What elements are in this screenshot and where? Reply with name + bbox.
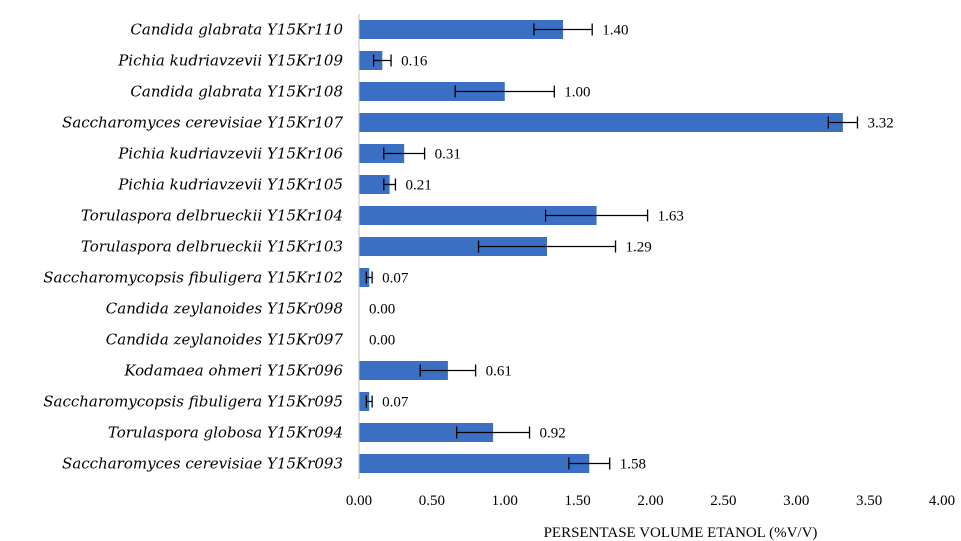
error-bar: [456, 426, 531, 439]
bar: [359, 51, 383, 70]
x-tick-label: 4.00: [929, 493, 955, 509]
data-label: 3.32: [867, 116, 893, 132]
category-labels: Candida glabrata Y15Kr110 Pichia kudriavz…: [43, 21, 343, 473]
x-axis-title: PERSENTASE VOLUME ETANOL (%V/V): [544, 525, 818, 541]
data-label: 0.00: [369, 333, 395, 349]
category-label: Candida glabrata Y15Kr110: [130, 21, 343, 39]
data-label: 1.63: [658, 209, 684, 225]
error-bar: [419, 364, 477, 377]
bar: [359, 144, 405, 163]
x-tick-label: 3.50: [856, 493, 882, 509]
data-label: 1.40: [602, 23, 628, 39]
x-tick-label: 0.50: [419, 493, 445, 509]
x-tick-label: 0.00: [346, 493, 372, 509]
x-tick-label: 1.50: [565, 493, 591, 509]
data-label: 1.29: [626, 240, 652, 256]
x-tick-label: 3.00: [783, 493, 809, 509]
category-label: Saccharomycopsis fibuligera Y15Kr102: [43, 269, 343, 287]
x-tick-labels: 0.00 0.50 1.00 1.50 2.00 2.50 3.00 3.50 4.00: [346, 493, 955, 509]
category-label: Pichia kudriavzevii Y15Kr109: [117, 52, 343, 70]
error-bar: [454, 85, 555, 98]
category-label: Torulaspora delbrueckii Y15Kr103: [81, 238, 343, 256]
error-bar: [477, 240, 617, 253]
data-label: 0.21: [405, 178, 431, 194]
category-label: Pichia kudriavzevii Y15Kr105: [117, 176, 343, 194]
category-label: Saccharomyces cerevisiae Y15Kr107: [62, 114, 343, 132]
error-bar: [365, 395, 373, 408]
bar: [359, 392, 370, 411]
category-label: Saccharomycopsis fibuligera Y15Kr095: [43, 393, 343, 411]
bar: [359, 454, 590, 473]
data-label: 0.61: [486, 364, 512, 380]
bar: [359, 175, 390, 194]
bar: [359, 268, 370, 287]
bar: [359, 82, 505, 101]
error-bar: [365, 271, 373, 284]
error-bar: [383, 147, 426, 160]
error-bar: [533, 23, 593, 36]
bar: [359, 20, 564, 39]
x-tick-label: 1.00: [492, 493, 518, 509]
x-tick-label: 2.50: [710, 493, 736, 509]
error-bar: [544, 209, 649, 222]
category-label: Saccharomyces cerevisiae Y15Kr093: [62, 455, 343, 473]
category-label: Pichia kudriavzevii Y15Kr106: [117, 145, 343, 163]
error-bars-group: [365, 23, 859, 470]
bar: [359, 237, 548, 256]
category-label: Candida glabrata Y15Kr108: [130, 83, 343, 101]
bars-group: [359, 20, 843, 473]
error-bar: [383, 178, 397, 191]
data-label: 0.07: [382, 271, 409, 287]
error-bar: [568, 457, 611, 470]
data-labels-group: 1.40 0.16 1.00 3.32 0.310.21 1.63 1.29 0.07 0.00…: [369, 23, 894, 473]
data-label: 0.92: [540, 426, 566, 442]
bar: [359, 423, 494, 442]
bar: [359, 206, 597, 225]
category-label: Candida zeylanoides Y15Kr097: [106, 331, 344, 349]
data-label: 0.07: [382, 395, 409, 411]
data-label: 1.00: [564, 85, 590, 101]
bar: [359, 361, 448, 380]
error-bar: [372, 54, 392, 67]
category-label: Kodamaea ohmeri Y15Kr096: [123, 362, 343, 380]
category-label: Candida zeylanoides Y15Kr098: [106, 300, 343, 318]
data-label: 0.00: [369, 302, 395, 318]
data-label: 1.58: [620, 457, 646, 473]
error-bar: [827, 116, 859, 129]
x-tick-label: 2.00: [637, 493, 663, 509]
category-label: Torulaspora globosa Y15Kr094: [108, 424, 343, 442]
data-label: 0.16: [401, 54, 428, 70]
bar: [359, 113, 843, 132]
data-label: 0.31: [435, 147, 461, 163]
category-label: Torulaspora delbrueckii Y15Kr104: [81, 207, 343, 225]
